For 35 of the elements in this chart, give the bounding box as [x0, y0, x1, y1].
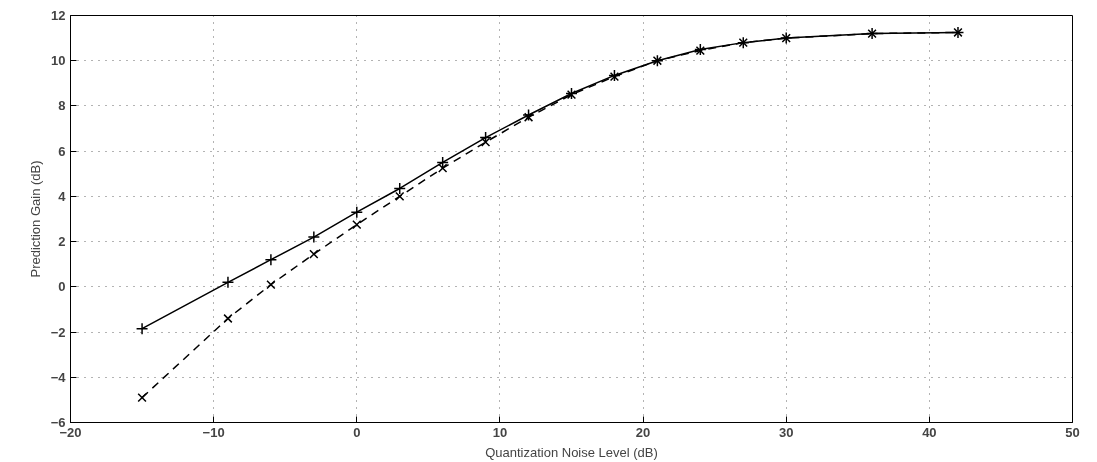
- point: [137, 392, 147, 403]
- point: [309, 249, 319, 259]
- point: [393, 182, 406, 195]
- y-tick-label: 4: [58, 188, 67, 204]
- x-tick-label: 40: [922, 424, 937, 440]
- point: [266, 279, 276, 290]
- x-tick-label: 10: [492, 424, 508, 440]
- y-tick-label: 10: [51, 53, 66, 69]
- point: [438, 163, 448, 173]
- y-tick-label: 2: [58, 234, 66, 250]
- point: [221, 276, 235, 289]
- x-tick-label: 20: [635, 424, 651, 440]
- x-tick-label: 0: [353, 424, 361, 440]
- x-tick-label: 30: [778, 424, 794, 440]
- point: [522, 108, 535, 122]
- y-tick-label: −4: [50, 369, 67, 385]
- point: [135, 322, 149, 335]
- point: [307, 230, 321, 244]
- point: [480, 137, 491, 147]
- x-tick-label: 50: [1065, 424, 1080, 440]
- y-tick-label: 0: [58, 279, 66, 295]
- y-axis-title: Prediction Gain (dB): [27, 160, 43, 278]
- point: [350, 205, 364, 219]
- x-tick-label: −10: [202, 424, 225, 440]
- y-tick-label: 12: [51, 8, 66, 23]
- point: [264, 253, 278, 266]
- y-tick-label: 6: [58, 143, 66, 159]
- x-axis-title: Quantization Noise Level (dB): [485, 444, 658, 460]
- point: [523, 112, 534, 122]
- point: [352, 220, 362, 230]
- y-tick-label: −2: [50, 324, 66, 340]
- point: [395, 191, 405, 202]
- point: [223, 313, 233, 324]
- y-tick-label: 8: [58, 98, 66, 114]
- point: [479, 131, 492, 144]
